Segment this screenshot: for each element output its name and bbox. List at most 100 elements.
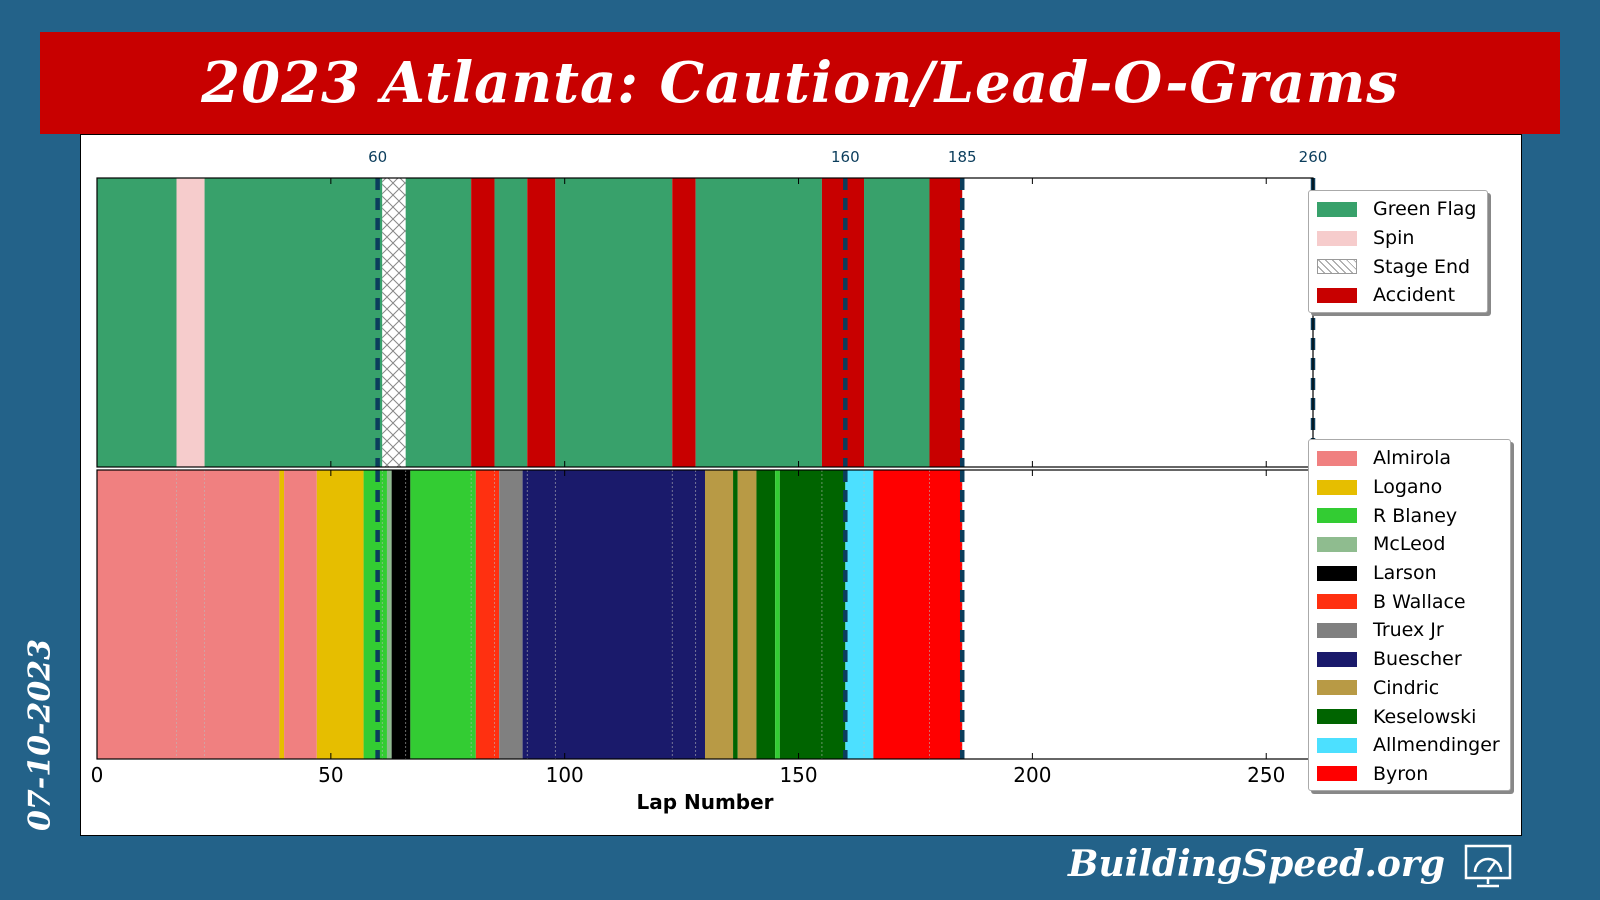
leader-legend-item: McLeod	[1317, 530, 1500, 559]
caution-segment	[821, 178, 865, 467]
leader-legend-item: Cindric	[1317, 674, 1500, 703]
legend-swatch	[1317, 680, 1357, 696]
leader-legend-item: Keselowski	[1317, 702, 1500, 731]
leader-segment	[475, 470, 500, 759]
x-tick-label: 0	[91, 763, 104, 787]
leader-legend-item: R Blaney	[1317, 501, 1500, 530]
leader-legend-item: Almirola	[1317, 444, 1500, 473]
legend-label: Allmendinger	[1373, 734, 1500, 757]
legend-label: Buescher	[1373, 648, 1462, 671]
x-axis-label: Lap Number	[636, 790, 773, 814]
leader-segment	[733, 470, 738, 759]
brand-name: BuildingSpeed.org	[1068, 843, 1445, 885]
legend-label: Accident	[1373, 284, 1456, 307]
legend-label: McLeod	[1373, 533, 1446, 556]
x-tick-label: 150	[779, 763, 817, 787]
leader-segment	[284, 470, 317, 759]
legend-label: Larson	[1373, 562, 1437, 585]
legend-swatch	[1317, 709, 1357, 725]
caution-segment	[864, 178, 930, 467]
chart-panel: 0 50 100 150 200 250 60 160 185 260 Lap Number Gre…	[80, 134, 1522, 836]
x-tick-label: 200	[1013, 763, 1051, 787]
legend-label: Logano	[1373, 476, 1443, 499]
legend-label: R Blaney	[1373, 504, 1458, 527]
caution-segment	[471, 178, 495, 467]
leader-segment	[499, 470, 523, 759]
legend-swatch	[1317, 287, 1357, 303]
speedometer-monitor-icon	[1464, 844, 1512, 888]
x-tick-label: 50	[318, 763, 343, 787]
legend-swatch	[1317, 565, 1357, 581]
caution-segment	[527, 178, 556, 467]
legend-label: Byron	[1373, 762, 1429, 785]
leader-segment	[97, 470, 280, 759]
caution-legend-item: Green Flag	[1317, 195, 1477, 224]
leader-legend-item: Truex Jr	[1317, 616, 1500, 645]
legend-swatch	[1317, 259, 1357, 275]
legend-leaders: Almirola Logano R Blaney McLeod Larson B Wall…	[1308, 439, 1511, 792]
legend-swatch	[1317, 622, 1357, 638]
chart-title: 2023 Atlanta: Caution/Lead-O-Grams	[201, 50, 1399, 116]
x-tick-label: 250	[1247, 763, 1285, 787]
stage-marker-label: 60	[368, 148, 387, 166]
stage-marker-label: 160	[831, 148, 860, 166]
leader-legend-item: Byron	[1317, 760, 1500, 789]
legend-swatch	[1317, 766, 1357, 782]
caution-segment	[382, 178, 406, 467]
leader-segment	[363, 470, 387, 759]
caution-axes-frame	[96, 177, 1314, 468]
caution-segment	[405, 178, 472, 467]
leader-legend-item: Larson	[1317, 559, 1500, 588]
legend-label: Truex Jr	[1373, 619, 1444, 642]
leader-segment	[391, 470, 411, 759]
leader-segment	[522, 470, 705, 759]
leader-segment	[410, 470, 476, 759]
stage-marker-label: 185	[948, 148, 977, 166]
caution-segment	[204, 178, 383, 467]
leader-legend-item: Buescher	[1317, 645, 1500, 674]
legend-label: B Wallace	[1373, 590, 1466, 613]
leader-segment	[279, 470, 285, 759]
x-tick-label: 100	[546, 763, 584, 787]
legend-swatch	[1317, 651, 1357, 667]
legend-swatch	[1317, 594, 1357, 610]
lead-o-gram-chart: 0 50 100 150 200 250 60 160 185 260 Lap Number	[91, 148, 1328, 814]
leader-segment	[705, 470, 734, 759]
stage-marker-label: 260	[1299, 148, 1328, 166]
legend-swatch	[1317, 737, 1357, 753]
caution-legend-item: Stage End	[1317, 252, 1477, 281]
leader-segment	[873, 470, 963, 759]
leader-segment	[737, 470, 757, 759]
title-banner: 2023 Atlanta: Caution/Lead-O-Grams	[40, 32, 1560, 134]
legend-swatch	[1317, 508, 1357, 524]
caution-legend-item: Accident	[1317, 281, 1477, 310]
leader-segment	[775, 470, 780, 759]
caution-segment	[695, 178, 822, 467]
legend-label: Green Flag	[1373, 198, 1477, 221]
leader-legend-item: B Wallace	[1317, 587, 1500, 616]
leader-segment	[316, 470, 364, 759]
legend-caution: Green Flag Spin Stage End Accident	[1308, 190, 1488, 313]
legend-label: Stage End	[1373, 255, 1471, 278]
caution-segment	[929, 178, 963, 467]
leader-legend-item: Logano	[1317, 473, 1500, 502]
legend-swatch	[1317, 201, 1357, 217]
leader-segment	[779, 470, 846, 759]
date-label: 07-10-2023	[22, 639, 58, 831]
caution-legend-item: Spin	[1317, 224, 1477, 253]
legend-label: Almirola	[1373, 447, 1452, 470]
caution-segment	[555, 178, 673, 467]
leader-segment	[756, 470, 776, 759]
leader-segment	[386, 470, 392, 759]
caution-segment	[494, 178, 528, 467]
leader-legend-item: Allmendinger	[1317, 731, 1500, 760]
legend-swatch	[1317, 536, 1357, 552]
legend-swatch	[1317, 230, 1357, 246]
legend-label: Keselowski	[1373, 705, 1477, 728]
caution-segment	[97, 178, 177, 467]
legend-label: Spin	[1373, 227, 1415, 250]
legend-swatch	[1317, 479, 1357, 495]
caution-segment	[176, 178, 205, 467]
legend-swatch	[1317, 450, 1357, 466]
leader-segment	[845, 470, 874, 759]
